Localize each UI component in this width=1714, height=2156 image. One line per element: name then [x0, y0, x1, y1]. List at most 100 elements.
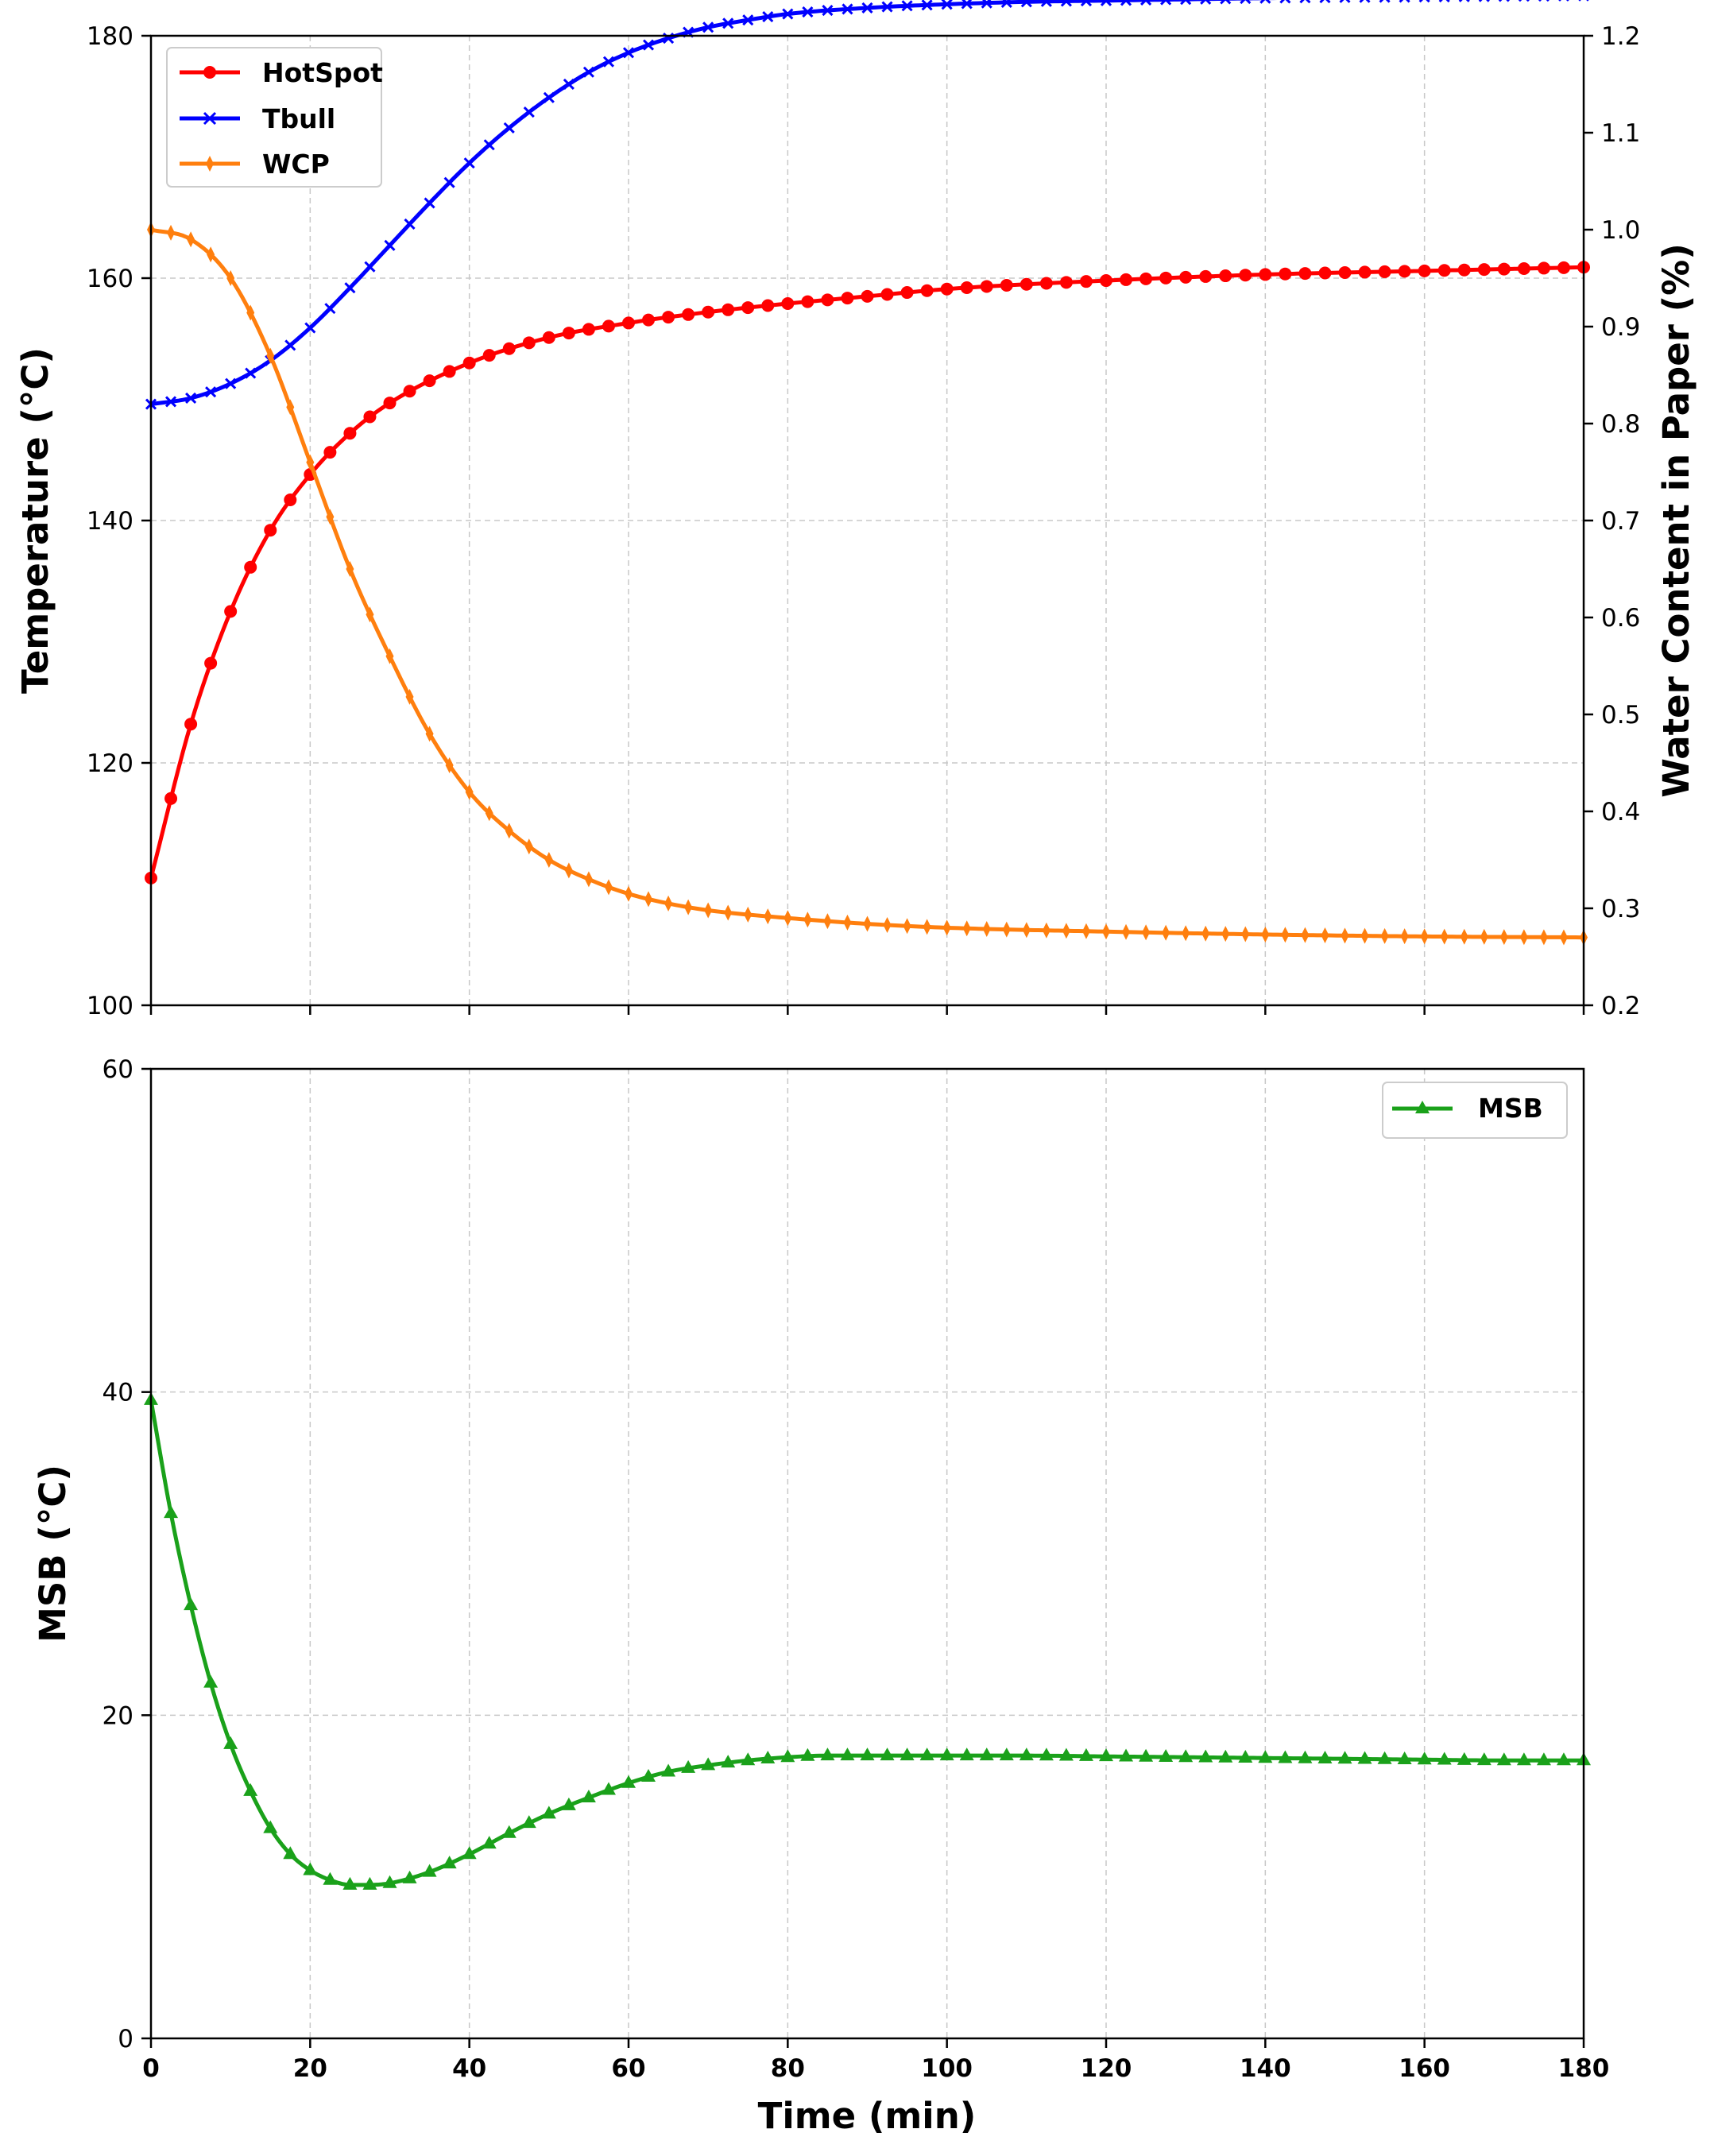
- series-marker-hotspot: [1318, 266, 1332, 280]
- series-marker-msb: [741, 1752, 756, 1766]
- series-marker-hotspot: [1298, 267, 1312, 281]
- series-marker-msb: [263, 1820, 278, 1833]
- legend-marker-hotspot: [203, 66, 216, 79]
- series-marker-msb: [780, 1749, 795, 1763]
- series-marker-hotspot: [622, 316, 635, 330]
- y-tick-label: 0.2: [1601, 992, 1640, 1020]
- series-marker-hotspot: [1100, 274, 1112, 288]
- y-tick-label: 60: [103, 1055, 133, 1084]
- series-marker-wcp: [286, 399, 295, 416]
- series-marker-tbull: [1359, 0, 1371, 3]
- series-marker-wcp: [1102, 923, 1110, 940]
- series-marker-msb: [1278, 1750, 1293, 1763]
- series-marker-tbull: [304, 322, 316, 334]
- series-marker-hotspot: [1199, 269, 1213, 283]
- series-marker-hotspot: [1497, 262, 1511, 276]
- legend-item-msb: MSB: [1392, 1093, 1543, 1124]
- series-marker-wcp: [1221, 926, 1230, 943]
- series-marker-msb: [919, 1748, 934, 1761]
- series-marker-hotspot: [1079, 275, 1093, 288]
- series-marker-wcp: [982, 920, 991, 937]
- series-marker-tbull: [1180, 0, 1192, 6]
- series-marker-hotspot: [1398, 265, 1411, 278]
- series-marker-hotspot: [244, 560, 257, 574]
- series-marker-hotspot: [741, 301, 755, 315]
- series-marker-hotspot: [1000, 279, 1013, 292]
- x-tick-label: 160: [1399, 2054, 1450, 2083]
- series-marker-tbull: [1220, 0, 1232, 5]
- series-marker-hotspot: [443, 365, 456, 378]
- x-tick-label: 140: [1240, 2054, 1291, 2083]
- series-marker-hotspot: [702, 305, 715, 319]
- series-marker-msb: [1258, 1750, 1273, 1763]
- series-marker-msb: [1397, 1751, 1412, 1764]
- x-tick-label: 20: [293, 2054, 327, 2083]
- series-marker-wcp: [1281, 927, 1290, 943]
- series-marker-msb: [1099, 1748, 1113, 1762]
- series-marker-msb: [203, 1674, 219, 1688]
- series-marker-msb: [641, 1768, 656, 1782]
- series-marker-hotspot: [1159, 271, 1173, 284]
- series-marker-wcp: [1201, 925, 1210, 942]
- series-marker-msb: [800, 1748, 815, 1761]
- series-marker-wcp: [1341, 927, 1349, 944]
- x-tick-label: 100: [921, 2054, 973, 2083]
- series-marker-hotspot: [1557, 261, 1570, 274]
- series-marker-tbull: [1438, 0, 1450, 3]
- series-marker-wcp: [1480, 928, 1488, 945]
- top-right-axis-title: Water Content in Paper (%): [1655, 243, 1697, 798]
- series-marker-hotspot: [1020, 277, 1033, 291]
- series-marker-msb: [1058, 1748, 1074, 1761]
- series-marker-tbull: [344, 282, 356, 294]
- series-msb: [144, 1392, 1591, 1890]
- x-tick-label: 0: [142, 2054, 160, 2083]
- series-marker-tbull: [1000, 0, 1012, 8]
- series-marker-msb: [184, 1597, 199, 1611]
- series-marker-hotspot: [1457, 263, 1471, 277]
- series-marker-hotspot: [1418, 264, 1431, 277]
- series-marker-wcp: [724, 904, 733, 921]
- series-marker-wcp: [1162, 924, 1170, 941]
- bottom-legend: MSB: [1382, 1082, 1568, 1139]
- y-tick-label: 100: [87, 992, 133, 1020]
- series-marker-wcp: [584, 871, 593, 888]
- series-marker-msb: [303, 1862, 318, 1875]
- series-marker-tbull: [842, 3, 853, 15]
- series-marker-wcp: [1559, 929, 1568, 946]
- series-marker-tbull: [1160, 0, 1172, 6]
- series-marker-wcp: [1261, 926, 1270, 943]
- series-marker-wcp: [1499, 929, 1508, 946]
- series-marker-wcp: [1062, 923, 1070, 939]
- series-marker-msb: [243, 1782, 258, 1796]
- series-marker-hotspot: [900, 286, 914, 300]
- legend-label-msb: MSB: [1478, 1093, 1543, 1124]
- y-tick-label: 0.6: [1601, 604, 1640, 633]
- series-marker-wcp: [425, 726, 434, 742]
- series-marker-hotspot: [224, 605, 238, 618]
- series-marker-msb: [223, 1736, 238, 1749]
- legend-label-wcp: WCP: [262, 149, 330, 180]
- legend-label-hotspot: HotSpot: [262, 57, 383, 88]
- series-marker-tbull: [443, 176, 455, 188]
- top-y-ticks-left: 100 120 140 160 180: [87, 22, 151, 1020]
- y-tick-label: 40: [103, 1379, 133, 1407]
- series-marker-tbull: [1399, 0, 1410, 3]
- series-marker-tbull: [1100, 0, 1112, 6]
- series-marker-msb: [1238, 1749, 1253, 1763]
- series-marker-msb: [541, 1806, 556, 1819]
- series-marker-wcp: [1241, 926, 1250, 943]
- series-marker-wcp: [366, 606, 374, 623]
- series-marker-wcp: [625, 885, 633, 902]
- series-marker-hotspot: [462, 356, 476, 370]
- series-marker-wcp: [923, 919, 931, 935]
- series-marker-msb: [939, 1748, 954, 1761]
- series-marker-msb: [661, 1763, 676, 1777]
- series-marker-tbull: [424, 197, 435, 209]
- top-x-ticks: [149, 1005, 1585, 1015]
- series-marker-tbull: [1040, 0, 1052, 7]
- series-marker-wcp: [485, 805, 493, 822]
- series-marker-msb: [880, 1748, 895, 1761]
- series-marker-wcp: [405, 688, 414, 705]
- x-tick-label: 180: [1558, 2054, 1610, 2083]
- series-marker-tbull: [1060, 0, 1072, 7]
